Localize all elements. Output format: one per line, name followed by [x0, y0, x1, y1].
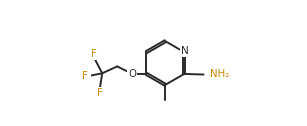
- Text: O: O: [128, 69, 136, 79]
- Text: NH₂: NH₂: [210, 69, 230, 79]
- Text: N: N: [181, 46, 189, 56]
- Text: F: F: [91, 49, 96, 59]
- Text: F: F: [97, 88, 103, 98]
- Text: F: F: [82, 71, 87, 81]
